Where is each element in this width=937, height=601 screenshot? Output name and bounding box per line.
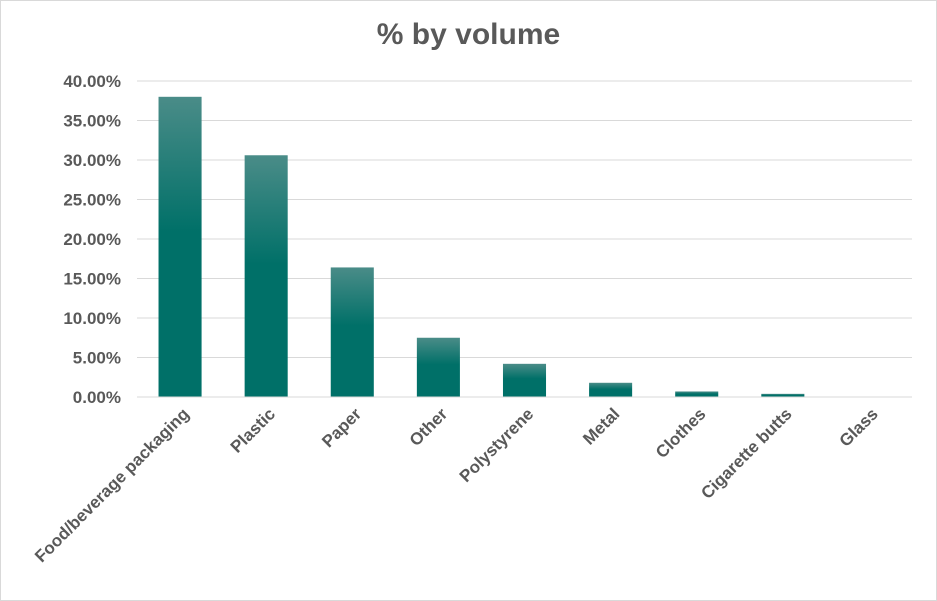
- y-tick-label: 0.00%: [73, 388, 121, 407]
- y-tick-label: 35.00%: [63, 112, 121, 131]
- y-axis-tick-labels: 0.00% 5.00% 10.00% 15.00% 20.00% 25.00% 30.00%…: [63, 72, 121, 407]
- x-tick-label: Plastic: [227, 404, 279, 456]
- y-tick-label: 5.00%: [73, 349, 121, 368]
- x-tick-label: Metal: [579, 404, 623, 448]
- x-tick-label: Food/beverage packaging: [31, 404, 193, 566]
- x-tick-label: Polystyrene: [456, 404, 538, 486]
- y-tick-label: 25.00%: [63, 191, 121, 210]
- y-tick-label: 30.00%: [63, 151, 121, 170]
- bar: [675, 391, 719, 397]
- bar: [244, 155, 288, 397]
- x-axis-category-labels: Food/beverage packaging Plastic Paper Other…: [31, 404, 882, 566]
- y-tick-label: 20.00%: [63, 230, 121, 249]
- y-tick-label: 10.00%: [63, 309, 121, 328]
- chart-title: % by volume: [376, 18, 561, 51]
- bars: [158, 96, 891, 398]
- x-tick-label: Paper: [318, 404, 365, 451]
- x-tick-label: Other: [406, 404, 452, 450]
- bar: [330, 267, 374, 397]
- y-tick-label: 40.00%: [63, 72, 121, 91]
- x-tick-label: Glass: [836, 404, 882, 450]
- x-tick-label: Cigarette butts: [697, 404, 795, 502]
- bar: [158, 96, 202, 398]
- bar: [502, 363, 547, 397]
- y-tick-label: 15.00%: [63, 270, 121, 289]
- bar: [416, 337, 460, 397]
- bar: [589, 382, 633, 397]
- bar: [761, 393, 805, 397]
- x-tick-label: Clothes: [652, 404, 710, 462]
